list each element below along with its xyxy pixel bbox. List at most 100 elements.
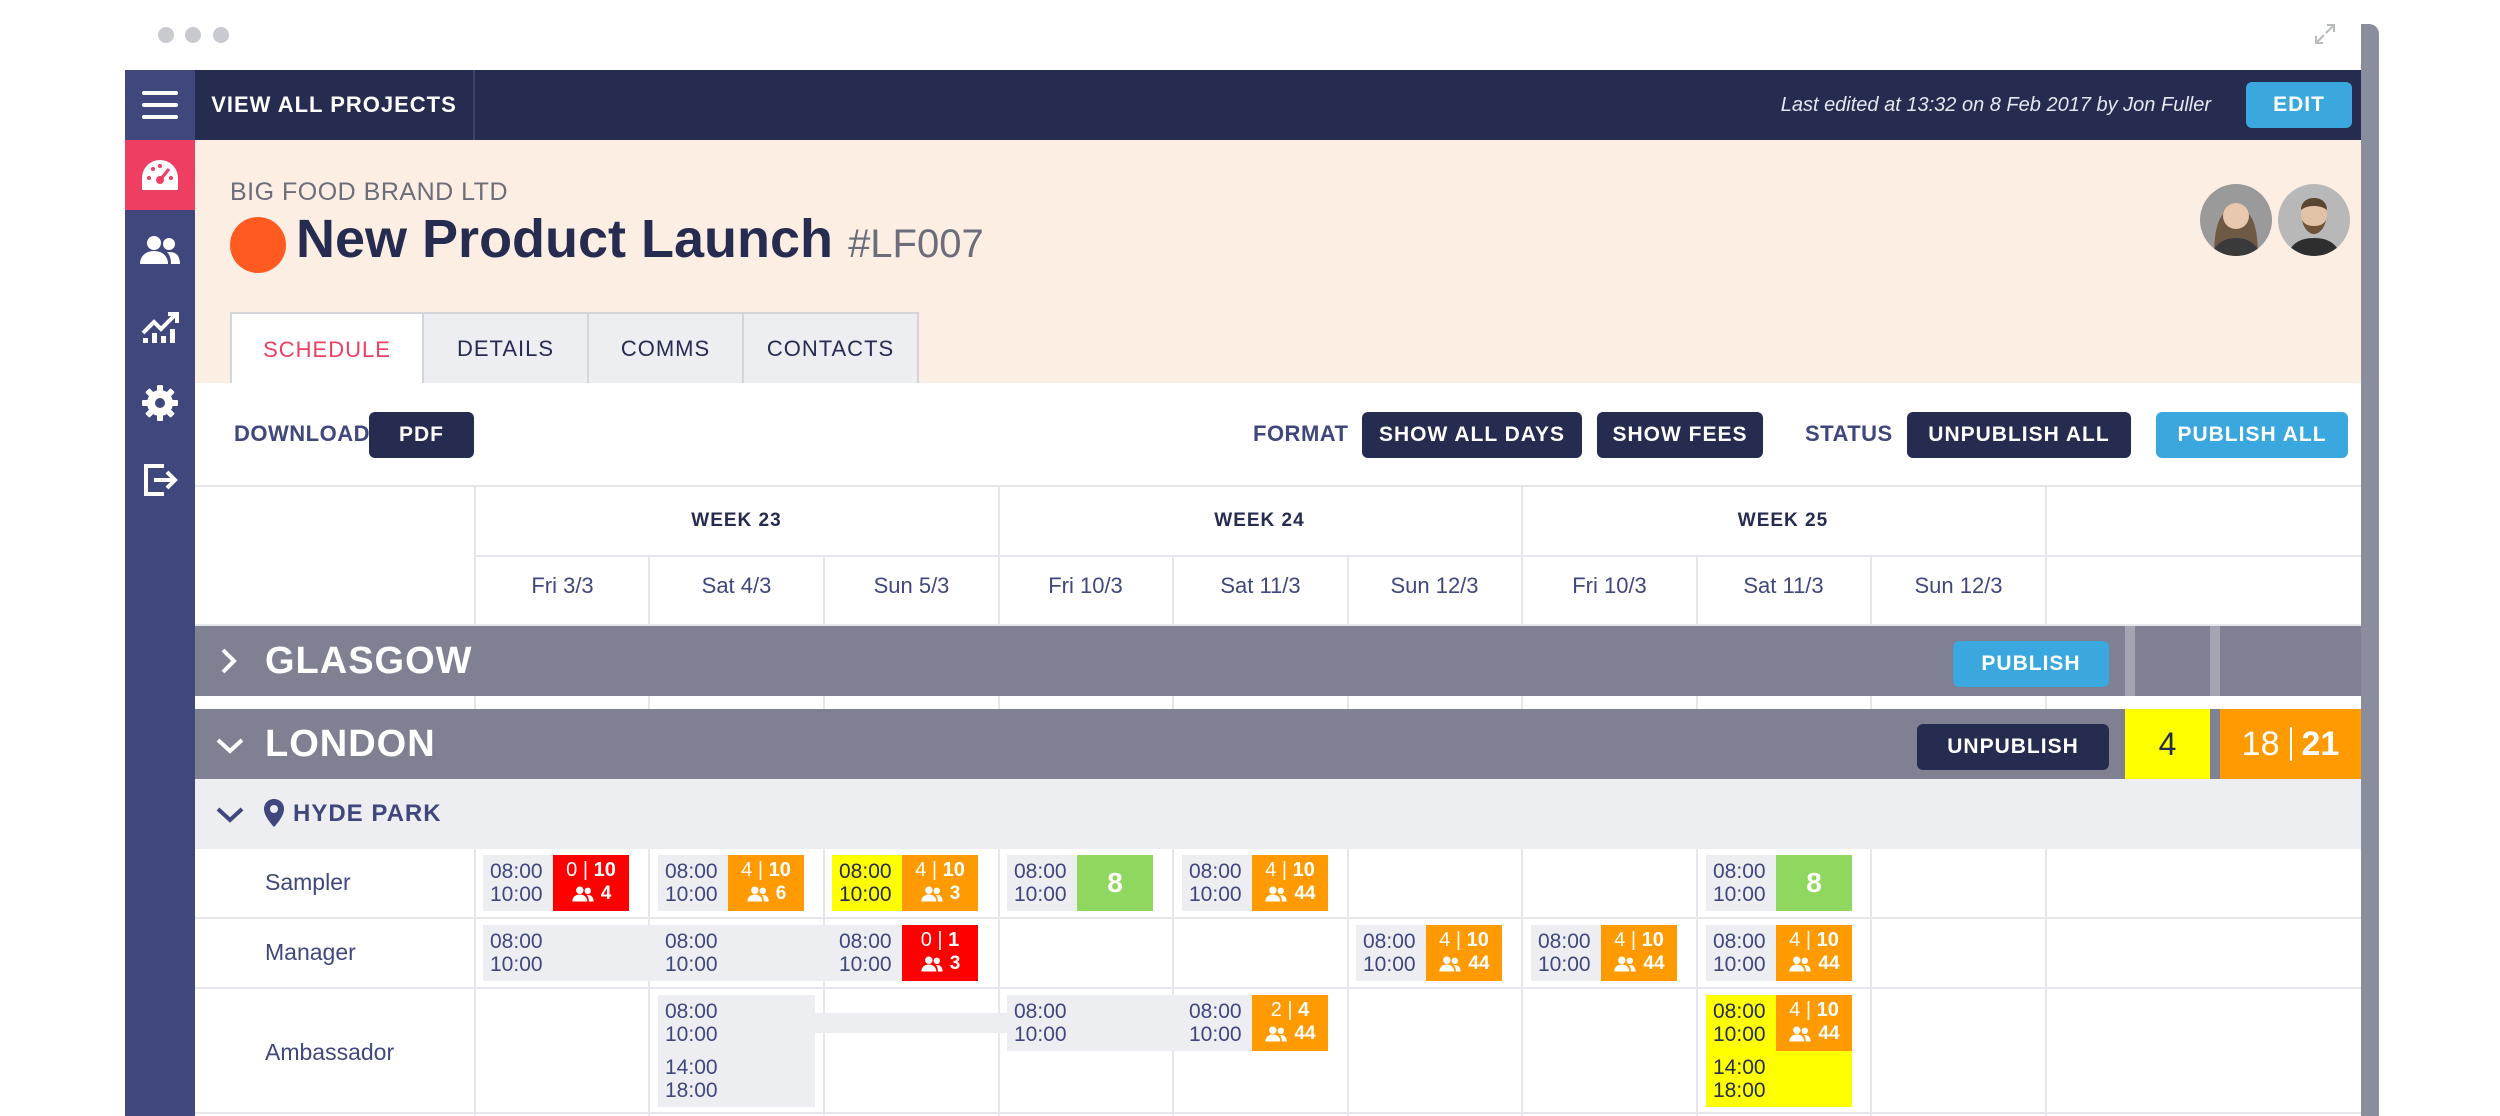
applicants: 3	[902, 953, 978, 975]
people-icon	[1265, 886, 1288, 902]
download-label: DOWNLOAD	[234, 421, 370, 446]
column-divider	[823, 555, 825, 696]
shift-cell[interactable]: 08:00 10:00 4 | 10 44	[1182, 855, 1328, 911]
sidebar-item-logout[interactable]	[125, 445, 195, 515]
shift-times: 08:00 10:00	[1531, 925, 1601, 981]
shift-end: 10:00	[490, 953, 543, 976]
publish-all-button[interactable]: PUBLISH ALL	[2156, 412, 2348, 458]
divider	[475, 555, 2361, 557]
applicant-count: 44	[1294, 883, 1316, 904]
shift-cell[interactable]: 08:00 10:00 4 | 10 44	[1706, 925, 1852, 981]
shift-cell[interactable]: 08:00 10:00 4 | 10 44	[1706, 995, 1852, 1051]
shift-cell[interactable]: 08:00 10:00	[1007, 995, 1182, 1051]
venue-row-hyde-park[interactable]: HYDE PARK	[195, 779, 2361, 849]
required-count: 10	[942, 859, 965, 881]
shift-end: 10:00	[839, 953, 892, 976]
summary-b: 21	[2301, 724, 2340, 763]
summary-fraction: 18 21	[2220, 709, 2361, 779]
sidebar-item-dashboard[interactable]	[125, 140, 195, 210]
edit-button[interactable]: EDIT	[2246, 82, 2352, 128]
shift-start: 08:00	[665, 930, 718, 953]
shift-end: 10:00	[839, 883, 892, 906]
group-row-glasgow[interactable]: GLASGOW PUBLISH	[195, 626, 2361, 696]
tab-details[interactable]: DETAILS	[422, 312, 589, 383]
window-minimize-dot[interactable]	[185, 27, 201, 43]
filled-count: 4	[1789, 929, 1801, 951]
applicants: 44	[1776, 1023, 1852, 1045]
applicant-count: 6	[775, 883, 787, 904]
avatar[interactable]	[2200, 184, 2272, 256]
shift-cell[interactable]: 08:00 10:00 14:00 18:00	[658, 995, 815, 1107]
applicant-count: 44	[1294, 1023, 1316, 1044]
shift-times[interactable]: 14:00 18:00	[1706, 1051, 1852, 1107]
scrollbar[interactable]	[2361, 24, 2379, 1116]
shift-cell[interactable]: 08:00 10:00 4 | 10 3	[832, 855, 978, 911]
group-row-london[interactable]: LONDON UNPUBLISH 4 18 21	[195, 709, 2361, 779]
divider	[195, 624, 2361, 626]
unpublish-button[interactable]: UNPUBLISH	[1917, 724, 2109, 770]
shift-cell[interactable]: 08:00 10:00	[658, 925, 832, 981]
sidebar-item-settings[interactable]	[125, 368, 195, 438]
shift-cell[interactable]: 08:00 10:00 4 | 10 44	[1531, 925, 1677, 981]
publish-button[interactable]: PUBLISH	[1953, 641, 2109, 687]
venue-name: HYDE PARK	[293, 800, 442, 827]
shift-cell[interactable]: 08:00 10:00 0 | 10 4	[483, 855, 629, 911]
column-divider	[1521, 696, 1523, 710]
shift-cell[interactable]: 08:00 10:00 2 | 4 44	[1182, 995, 1328, 1051]
tab-contacts[interactable]: CONTACTS	[742, 312, 919, 383]
shift-cell[interactable]: 08:00 10:00 4 | 10 6	[658, 855, 804, 911]
people-icon	[747, 886, 769, 902]
shift-times: 08:00 10:00	[1182, 995, 1252, 1051]
expand-icon[interactable]	[2313, 22, 2337, 46]
dashboard-icon	[142, 160, 178, 190]
view-all-projects-link[interactable]: VIEW ALL PROJECTS	[195, 70, 475, 140]
applicant-count: 44	[1818, 1023, 1840, 1044]
pdf-button[interactable]: PDF	[369, 412, 474, 458]
shift-end: 10:00	[1189, 883, 1242, 906]
applicant-count: 44	[1468, 953, 1490, 974]
sidebar-item-people[interactable]	[125, 215, 195, 285]
shift-cell[interactable]: 08:00 10:00 4 | 10 44	[1356, 925, 1502, 981]
schedule-toolbar: DOWNLOAD PDF FORMAT SHOW ALL DAYS SHOW F…	[195, 383, 2361, 485]
chevron-down-icon[interactable]	[215, 801, 245, 827]
shift-times: 08:00 10:00	[483, 855, 553, 911]
shift-cell[interactable]: 08:00 10:00 8	[1706, 855, 1852, 911]
shift-times: 08:00 10:00	[1182, 855, 1252, 911]
shift-cell[interactable]: 08:00 10:00 0 | 1 3	[832, 925, 978, 981]
applicant-count: 44	[1643, 953, 1665, 974]
window-maximize-dot[interactable]	[213, 27, 229, 43]
chevron-down-icon[interactable]	[215, 732, 245, 758]
show-all-days-button[interactable]: SHOW ALL DAYS	[1362, 412, 1582, 458]
sidebar-item-menu[interactable]	[125, 70, 195, 140]
week-header: WEEK 23	[691, 510, 782, 531]
sidebar-item-analytics[interactable]	[125, 292, 195, 362]
day-header: Sun 12/3	[1914, 573, 2003, 598]
column-divider	[648, 555, 650, 696]
shift-start: 08:00	[1713, 1000, 1766, 1023]
applicants: 4	[553, 883, 629, 905]
chevron-right-icon[interactable]	[215, 647, 241, 675]
column-divider	[648, 696, 650, 710]
show-fees-button[interactable]: SHOW FEES	[1597, 412, 1763, 458]
required-count: 10	[593, 859, 616, 881]
window-close-dot[interactable]	[158, 27, 174, 43]
shift-cell[interactable]: 08:00 10:00	[483, 925, 658, 981]
avatar[interactable]	[2278, 184, 2350, 256]
gear-icon	[142, 385, 178, 421]
unpublish-all-button[interactable]: UNPUBLISH ALL	[1907, 412, 2131, 458]
shift-start: 08:00	[1014, 1000, 1067, 1023]
filled-count: 4	[1439, 929, 1451, 951]
shift-times: 08:00 10:00	[1007, 995, 1182, 1051]
tab-schedule[interactable]: SCHEDULE	[230, 312, 424, 385]
shift-count: 8	[1077, 855, 1153, 911]
summary-spacer	[2210, 626, 2220, 696]
column-divider	[998, 849, 1000, 1116]
tab-comms[interactable]: COMMS	[587, 312, 744, 383]
analytics-icon	[141, 312, 179, 343]
column-divider	[1521, 849, 1523, 1116]
filled-count: 4	[741, 859, 753, 881]
shift-cell[interactable]: 08:00 10:00 8	[1007, 855, 1153, 911]
shift-connector	[815, 1013, 1007, 1033]
column-divider	[1696, 555, 1698, 696]
shift-start: 14:00	[1713, 1056, 1766, 1079]
